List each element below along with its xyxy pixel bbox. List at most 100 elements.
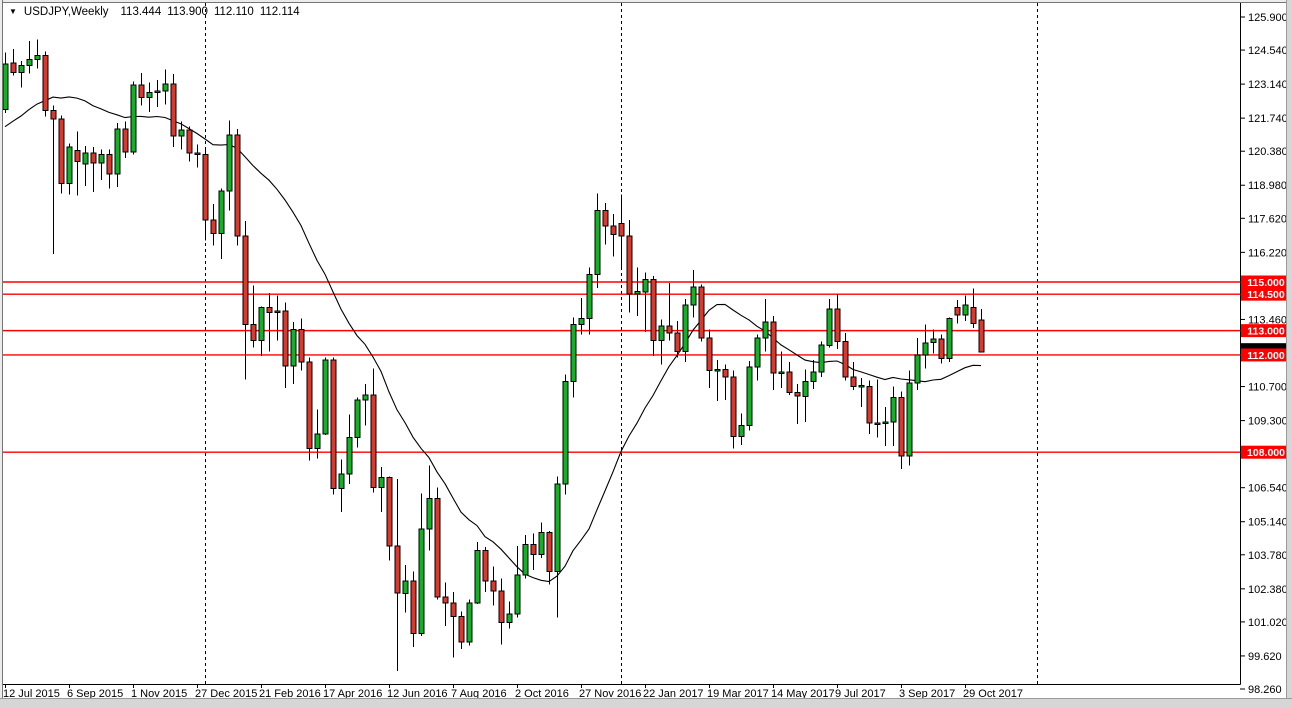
candle-body-bull [714, 369, 721, 372]
candle-body-bull [762, 321, 769, 339]
candle-body-bear [410, 580, 417, 634]
date-label: 14 May 2017 [771, 688, 835, 700]
price-tick-label: 109.300 [1248, 416, 1288, 428]
candle-body-bull [474, 550, 481, 604]
chart-title: ▼ USDJPY,Weekly 113.444 113.900 112.110 112.1… [9, 6, 306, 18]
candle-body-bull [890, 397, 897, 423]
candle-body-bear [770, 321, 777, 374]
candle-body-bull [18, 65, 25, 73]
price-tick-label: 125.900 [1248, 12, 1288, 24]
candle-body-bear [498, 590, 505, 623]
candle-body-bull [322, 359, 329, 435]
candle-body-bear [978, 319, 985, 353]
window-border-right[interactable] [1286, 0, 1292, 708]
price-tick-label: 105.140 [1248, 517, 1288, 529]
candle-body-bull [826, 308, 833, 346]
candle-body-bear [842, 341, 849, 378]
candle-body-bear [370, 394, 377, 489]
candle-body-bull [514, 574, 521, 615]
candle-body-bear [898, 397, 905, 457]
candle-body-bear [874, 422, 881, 425]
price-tick-label: 113.460 [1248, 314, 1287, 326]
candle-body-bull [26, 59, 33, 67]
candle-body-bull [426, 497, 433, 530]
price-tick-label: 116.220 [1248, 247, 1287, 259]
quote-close: 112.114 [259, 6, 300, 18]
date-label: 2 Oct 2016 [515, 688, 569, 700]
candle-body-bull [218, 190, 225, 234]
candle-body-bear [186, 129, 193, 154]
candle-body-bear [106, 153, 113, 175]
candle-body-bear [194, 152, 201, 156]
candle-body-bull [2, 63, 9, 110]
candle-body-bull [642, 279, 649, 293]
candle-body-bull [554, 483, 561, 572]
date-label: 12 Jun 2016 [387, 688, 448, 700]
price-tick-label: 121.740 [1248, 113, 1288, 125]
candle-body-bull [154, 90, 161, 94]
level-tag [1241, 445, 1291, 459]
candle-body-bull [946, 318, 953, 360]
date-label: 27 Nov 2016 [579, 688, 641, 700]
candle-body-bull [962, 304, 969, 316]
candle-body-bear [122, 128, 129, 153]
quote-high: 113.900 [167, 6, 208, 18]
window-border-top [0, 0, 1292, 3]
candle-body-bear [602, 209, 609, 227]
candle-body-bull [802, 381, 809, 397]
date-label: 29 Oct 2017 [963, 688, 1023, 700]
candle-body-bull [570, 324, 577, 383]
candle-body-bear [674, 332, 681, 352]
candle-body-bear [74, 150, 81, 163]
candle-body-bear [306, 361, 313, 450]
date-label: 27 Dec 2015 [195, 688, 257, 700]
candle-body-bull [354, 399, 361, 439]
price-tick-label: 106.540 [1248, 483, 1288, 495]
candle-body-bull [810, 371, 817, 383]
price-tick-label: 98.260 [1248, 684, 1282, 696]
candle-body-bear [58, 118, 65, 184]
candle-body-bull [746, 366, 753, 427]
candle-body-bull [290, 328, 297, 367]
date-label: 12 Jul 2015 [3, 688, 60, 700]
window-border-bottom[interactable] [0, 698, 1292, 708]
price-tick-label: 110.700 [1248, 382, 1287, 394]
candle-body-bear [266, 307, 273, 313]
price-tick-label: 103.780 [1248, 550, 1288, 562]
price-tick-label: 124.540 [1248, 45, 1288, 57]
candle-body-bear [90, 152, 97, 164]
candle-body-bull [538, 531, 545, 555]
candle-body-bear [794, 392, 801, 397]
candle-body-bear [42, 54, 49, 112]
candle-body-bear [386, 477, 393, 547]
date-label: 21 Feb 2016 [259, 688, 321, 700]
candle-body-bull [522, 544, 529, 576]
candle-body-bear [786, 371, 793, 394]
candle-body-bear [450, 602, 457, 617]
candle-body-bull [634, 291, 641, 295]
candle-body-bear [242, 235, 249, 325]
candle-body-bear [170, 83, 177, 137]
candle-body-bear [866, 386, 873, 424]
candle-body-bull [578, 318, 585, 326]
candle-body-bear [650, 279, 657, 341]
window-border-left [0, 0, 3, 708]
candle-body-bull [754, 337, 761, 368]
candle-body-bull [362, 394, 369, 401]
candle-body-bull [506, 613, 513, 623]
candle-body-bear [970, 307, 977, 324]
candle-body-bear [530, 544, 537, 555]
quote-low: 112.110 [213, 6, 254, 18]
candle-body-bear [482, 550, 489, 582]
candle-body-bull [130, 84, 137, 153]
symbol-dropdown-icon: ▼ [9, 7, 17, 16]
candle-body-bear [210, 219, 217, 234]
candle-body-bull [98, 153, 105, 164]
candle-body-bear [666, 325, 673, 334]
price-tick-label: 99.620 [1248, 651, 1282, 663]
candle-body-bear [10, 62, 17, 73]
candle-body-bull [930, 338, 937, 344]
candle-body-bear [730, 376, 737, 437]
candle-body-bull [922, 342, 929, 356]
